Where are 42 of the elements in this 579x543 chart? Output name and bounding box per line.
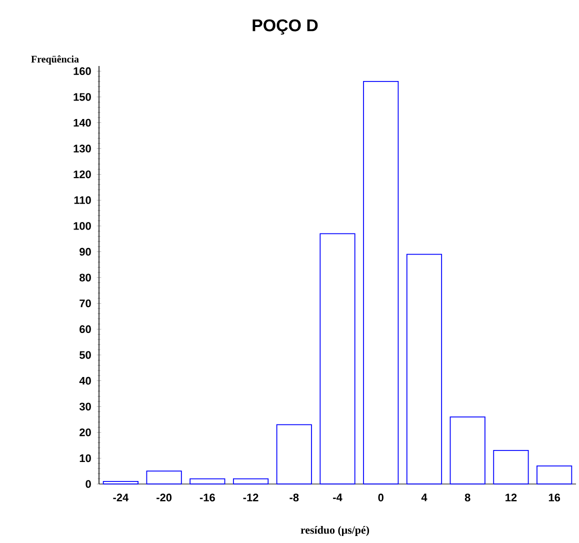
y-tick-label: 140 [74,118,91,127]
x-tick-label: -16 [200,494,215,502]
y-tick-label: 30 [79,402,91,410]
x-axis-title: resíduo (μs/pé) [300,526,370,536]
bar [102,480,138,484]
y-tick-label: 60 [80,325,91,334]
bar [536,465,572,484]
y-tick-label: 90 [80,248,91,256]
y-tick-label: 10 [80,454,91,462]
x-tick-label: 4 [421,494,428,502]
x-tick-label: 0 [378,494,384,502]
x-tick-label: -4 [333,494,342,502]
y-tick-label: 160 [74,67,91,76]
bar [406,254,442,484]
y-axis-title: Freqüência [31,55,79,65]
y-tick-label: 20 [80,428,91,436]
bar [146,470,182,484]
x-tick-label: -12 [243,494,258,502]
x-tick-label: 16 [548,494,560,502]
bar [363,81,399,484]
y-tick-label: 100 [74,222,91,230]
x-tick-label: -20 [156,494,172,502]
bar [190,478,226,484]
bar [450,416,486,484]
y-tick-label: 110 [74,196,91,204]
y-tick-label: 70 [80,300,91,308]
y-tick-label: 40 [79,376,91,385]
bar [320,233,356,484]
x-tick-label: 8 [464,494,470,502]
y-tick-label: 50 [80,351,91,359]
x-tick-label: 12 [506,494,517,502]
y-tick-label: 0 [86,480,91,488]
y-tick-label: 150 [74,93,91,101]
chart-title: POÇO D [252,19,318,35]
bar [276,424,312,484]
bar [493,450,529,484]
y-tick-label: 80 [80,274,91,282]
x-tick-label: -24 [113,494,129,502]
y-tick-label: 120 [74,170,91,178]
bar [232,478,269,484]
x-tick-label: -8 [290,494,299,502]
y-tick-label: 130 [74,144,91,152]
